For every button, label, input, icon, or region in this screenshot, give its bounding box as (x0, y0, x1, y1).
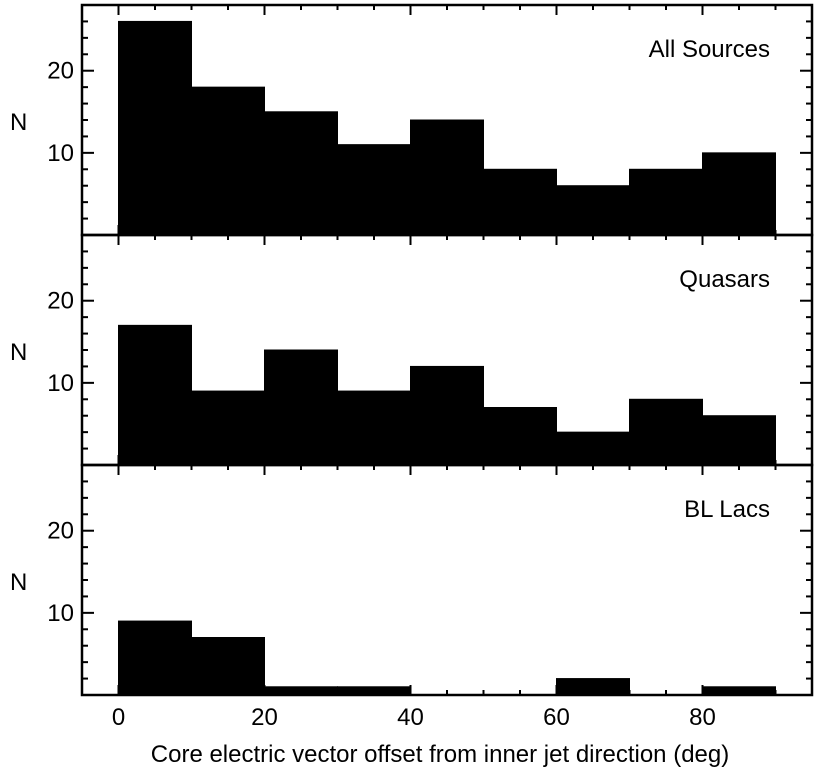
y-tick-label: 20 (47, 518, 74, 545)
bar (483, 168, 557, 236)
panel-1: 10 20 N Quasars (10, 233, 814, 467)
bar (118, 620, 192, 696)
bar (191, 390, 265, 466)
bar (702, 415, 776, 466)
x-tick-label: 40 (397, 704, 424, 731)
bar (410, 365, 484, 466)
bar (483, 407, 557, 466)
x-tick-label: 0 (112, 704, 125, 731)
y-axis-title: N (10, 339, 27, 366)
panel-0: 10 20 N All Sources (10, 3, 814, 237)
x-tick-label: 60 (543, 704, 570, 731)
panel-2: 10 20 N BL Lacs (10, 463, 814, 697)
bar (337, 390, 411, 466)
panel-label: BL Lacs (684, 496, 770, 523)
y-tick-label: 20 (47, 58, 74, 85)
y-tick-label: 10 (47, 140, 74, 167)
y-tick-label: 20 (47, 288, 74, 315)
x-tick-labels: 0 20 40 60 80 (112, 704, 716, 731)
y-tick-label: 10 (47, 600, 74, 627)
bar (629, 168, 703, 236)
panel-label: Quasars (679, 266, 770, 293)
panels-layer: 10 20 N All Sources 10 20 N Quasars 10 20 N BL Lacs (10, 3, 814, 697)
bar (191, 637, 265, 696)
bar (410, 119, 484, 236)
bar (118, 324, 192, 466)
bar (556, 185, 630, 236)
panel-frame (80, 463, 814, 697)
bar (191, 86, 265, 236)
y-axis-title: N (10, 569, 27, 596)
x-tick-label: 80 (689, 704, 716, 731)
bar (264, 349, 338, 466)
bar (702, 152, 776, 236)
bar (337, 144, 411, 236)
x-axis-title: Core electric vector offset from inner j… (151, 741, 729, 768)
bar (264, 111, 338, 236)
bar (118, 20, 192, 236)
y-tick-label: 10 (47, 370, 74, 397)
panel-label: All Sources (649, 36, 770, 63)
bar (629, 398, 703, 466)
x-tick-label: 20 (251, 704, 278, 731)
y-axis-title: N (10, 109, 27, 136)
